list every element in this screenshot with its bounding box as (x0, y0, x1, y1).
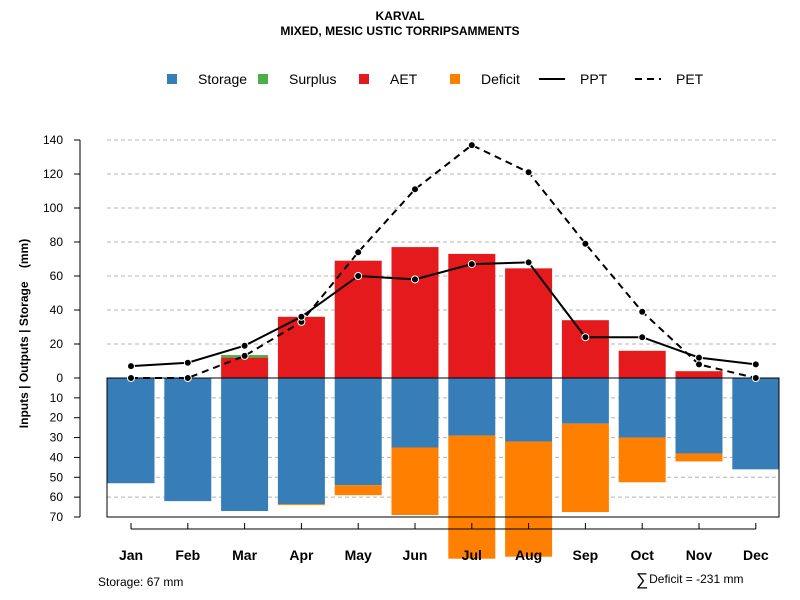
aet-bar (675, 371, 723, 378)
pet-point (240, 351, 249, 360)
storage-bar (164, 378, 212, 502)
deficit-bar (448, 435, 496, 559)
ppt-point (240, 341, 249, 350)
ppt-point (695, 353, 703, 362)
y-tick-label: 20 (50, 337, 64, 351)
ppt-point (127, 362, 135, 371)
storage-bar (732, 378, 780, 470)
storage-bar (107, 378, 155, 484)
legend-pet-label: PET (676, 71, 704, 87)
deficit-bar (277, 504, 325, 506)
aet-bar (221, 357, 269, 378)
legend-deficit-label: Deficit (481, 71, 520, 87)
pet-line (131, 143, 757, 379)
y-tick-label: 60 (50, 269, 64, 283)
aet-bar (505, 268, 553, 378)
month-label: Oct (631, 547, 655, 563)
aet-bar (277, 316, 325, 378)
storage-bar (277, 378, 325, 505)
chart-subtitle: MIXED, MESIC USTIC TORRIPSAMMENTS (280, 24, 520, 38)
ppt-point (467, 260, 476, 269)
y-tick-label: 10 (50, 391, 64, 405)
aet-bar (448, 253, 496, 378)
month-label: Jun (403, 547, 428, 563)
legend-ppt-label: PPT (580, 71, 608, 87)
legend-storage-swatch (167, 74, 177, 84)
y-tick-label: 40 (50, 450, 64, 464)
storage-bar (561, 378, 609, 424)
pet-point (354, 248, 363, 257)
deficit-bar (618, 437, 666, 483)
y-tick-label: 140 (43, 133, 63, 147)
ppt-point (638, 333, 647, 342)
legend-storage-label: Storage (198, 71, 247, 87)
month-label: Nov (686, 547, 713, 563)
deficit-bar (391, 447, 439, 516)
ppt-point (297, 312, 306, 321)
y-tick-label: 60 (50, 490, 64, 504)
month-label: Dec (743, 547, 769, 563)
y-tick-label: 100 (43, 201, 63, 215)
aet-bar (561, 320, 609, 378)
pet-point (127, 374, 135, 382)
ppt-point (354, 272, 363, 280)
pet-point (411, 185, 419, 194)
storage-bar (505, 378, 553, 442)
storage-bar (334, 378, 382, 486)
aet-bar (618, 350, 666, 378)
ppt-point (524, 258, 533, 267)
month-label: Jul (462, 547, 482, 563)
month-label: Sep (573, 547, 599, 563)
y-tick-label: 80 (50, 235, 64, 249)
ppt-point (751, 360, 760, 369)
sigma-symbol: ∑ (636, 570, 649, 589)
deficit-bar (675, 453, 723, 462)
y-tick-label: 30 (50, 431, 64, 445)
ppt-point (411, 275, 419, 284)
storage-bar (221, 378, 269, 512)
legend-aet-swatch (359, 74, 369, 84)
month-label: Aug (515, 547, 542, 563)
y-tick-label: 120 (43, 167, 63, 181)
aet-bar (334, 260, 382, 378)
storage-total-label: Storage: 67 mm (98, 575, 184, 589)
month-label: Jan (119, 547, 143, 563)
y-tick-label: 70 (50, 510, 64, 524)
month-label: Apr (289, 547, 314, 563)
month-label: Mar (232, 547, 257, 563)
y-tick-label: 50 (50, 470, 64, 484)
y-axis-title: Inputs | Outputs | Storage (mm) (17, 239, 31, 428)
storage-bar (448, 378, 496, 436)
legend-surplus-swatch (258, 74, 268, 84)
y-tick-label: 20 (50, 411, 64, 425)
pet-point (581, 239, 590, 248)
deficit-bar (334, 485, 382, 496)
pet-point (183, 374, 192, 382)
pet-point (638, 307, 647, 316)
storage-bar (391, 378, 439, 448)
legend-deficit-swatch (450, 74, 460, 84)
aet-bar (391, 247, 439, 378)
pet-point (467, 141, 476, 150)
storage-bar (675, 378, 723, 454)
month-label: Feb (175, 547, 200, 563)
pet-point (695, 360, 703, 369)
pet-point (524, 168, 533, 177)
ppt-point (183, 358, 192, 367)
deficit-bar (505, 441, 553, 557)
storage-bar (618, 378, 666, 438)
deficit-total-label: ∑Deficit = -231 mm (636, 570, 743, 590)
y-tick-label: 40 (50, 303, 64, 317)
month-label: May (345, 547, 372, 563)
deficit-bar (561, 423, 609, 513)
chart-title: KARVAL (375, 9, 425, 23)
ppt-point (581, 333, 590, 342)
legend-aet-label: AET (390, 71, 418, 87)
y-tick-label: 0 (56, 371, 63, 385)
pet-point (751, 374, 760, 382)
legend-surplus-label: Surplus (289, 71, 336, 87)
ppt-line (130, 261, 756, 368)
deficit-total-value: Deficit = -231 mm (649, 572, 744, 586)
